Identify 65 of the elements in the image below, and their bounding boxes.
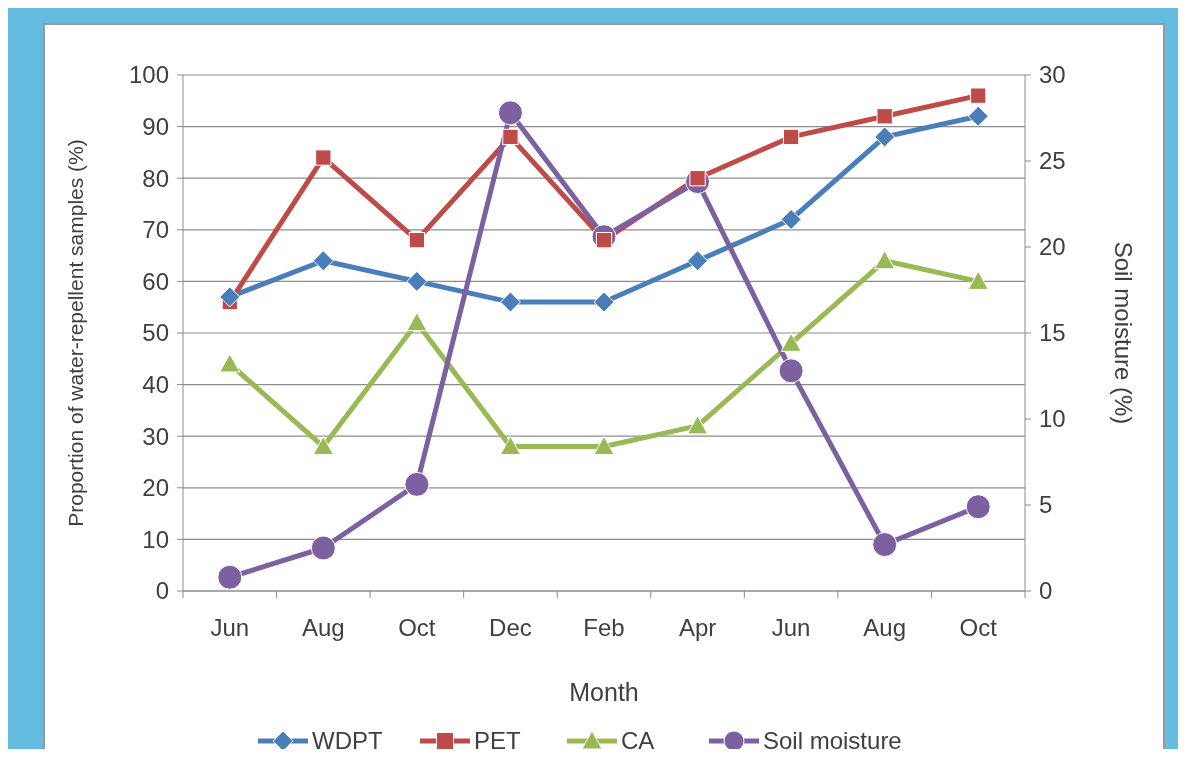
point bbox=[406, 312, 428, 332]
y-tick-label: 100 bbox=[128, 61, 169, 89]
point bbox=[219, 353, 241, 373]
y-tick-label: 30 bbox=[142, 422, 169, 450]
y2-tick-label: 0 bbox=[1039, 577, 1053, 605]
point bbox=[778, 358, 804, 384]
point bbox=[408, 231, 426, 249]
point bbox=[780, 332, 802, 352]
point bbox=[967, 105, 989, 127]
point bbox=[965, 494, 991, 520]
point bbox=[315, 149, 332, 166]
point bbox=[970, 87, 987, 104]
y2-tick-label: 20 bbox=[1039, 233, 1066, 261]
x-tick-label: Jun bbox=[210, 614, 250, 641]
x-tick-label: Jun bbox=[771, 614, 811, 641]
y2-tick-label: 30 bbox=[1039, 61, 1066, 89]
point bbox=[310, 535, 336, 561]
y-tick-label: 90 bbox=[142, 113, 169, 140]
x-axis-title: Month bbox=[569, 678, 639, 706]
legend-label: Soil moisture bbox=[763, 727, 902, 755]
x-tick-label: Dec bbox=[489, 614, 532, 641]
legend-label: WDPT bbox=[312, 727, 383, 755]
y-tick-label: 80 bbox=[142, 164, 169, 192]
point bbox=[967, 270, 989, 290]
x-tick-label: Aug bbox=[863, 614, 907, 641]
point bbox=[219, 286, 241, 308]
point bbox=[499, 291, 521, 313]
point bbox=[502, 128, 519, 146]
y2-tick-label: 5 bbox=[1039, 491, 1053, 519]
point bbox=[872, 532, 898, 558]
y2-axis-title: Soil moisture (%) bbox=[1110, 241, 1137, 425]
point bbox=[687, 250, 709, 272]
x-tick-label: Oct bbox=[959, 614, 998, 641]
x-tick-label: Feb bbox=[583, 614, 625, 641]
point bbox=[497, 100, 523, 126]
point bbox=[874, 126, 896, 148]
y-tick-label: 50 bbox=[142, 319, 169, 347]
y-axis-title: Proportion of water-repellent samples (%) bbox=[64, 139, 87, 527]
y2-tick-label: 10 bbox=[1039, 405, 1066, 433]
y2-tick-label: 25 bbox=[1039, 147, 1066, 175]
point bbox=[593, 291, 615, 313]
x-tick-label: Apr bbox=[678, 614, 717, 641]
legend-label: PET bbox=[474, 727, 522, 755]
point bbox=[876, 108, 893, 125]
point bbox=[687, 415, 709, 435]
y-tick-label: 40 bbox=[142, 371, 169, 398]
point bbox=[780, 208, 802, 230]
y-tick-label: 70 bbox=[142, 216, 169, 244]
point bbox=[217, 564, 243, 590]
point bbox=[874, 250, 896, 270]
y-tick-label: 10 bbox=[142, 525, 169, 553]
y-tick-label: 20 bbox=[142, 474, 169, 502]
x-tick-label: Aug bbox=[301, 614, 345, 641]
point bbox=[782, 128, 800, 146]
y2-tick-label: 15 bbox=[1039, 319, 1066, 347]
point bbox=[499, 436, 521, 456]
point bbox=[404, 471, 430, 497]
y-tick-label: 60 bbox=[142, 267, 169, 295]
point bbox=[312, 250, 334, 272]
y-tick-label: 0 bbox=[155, 577, 169, 605]
point bbox=[406, 270, 428, 292]
x-tick-label: Oct bbox=[398, 614, 436, 641]
legend-label: CA bbox=[621, 727, 655, 755]
point bbox=[593, 436, 615, 456]
point bbox=[312, 436, 334, 456]
